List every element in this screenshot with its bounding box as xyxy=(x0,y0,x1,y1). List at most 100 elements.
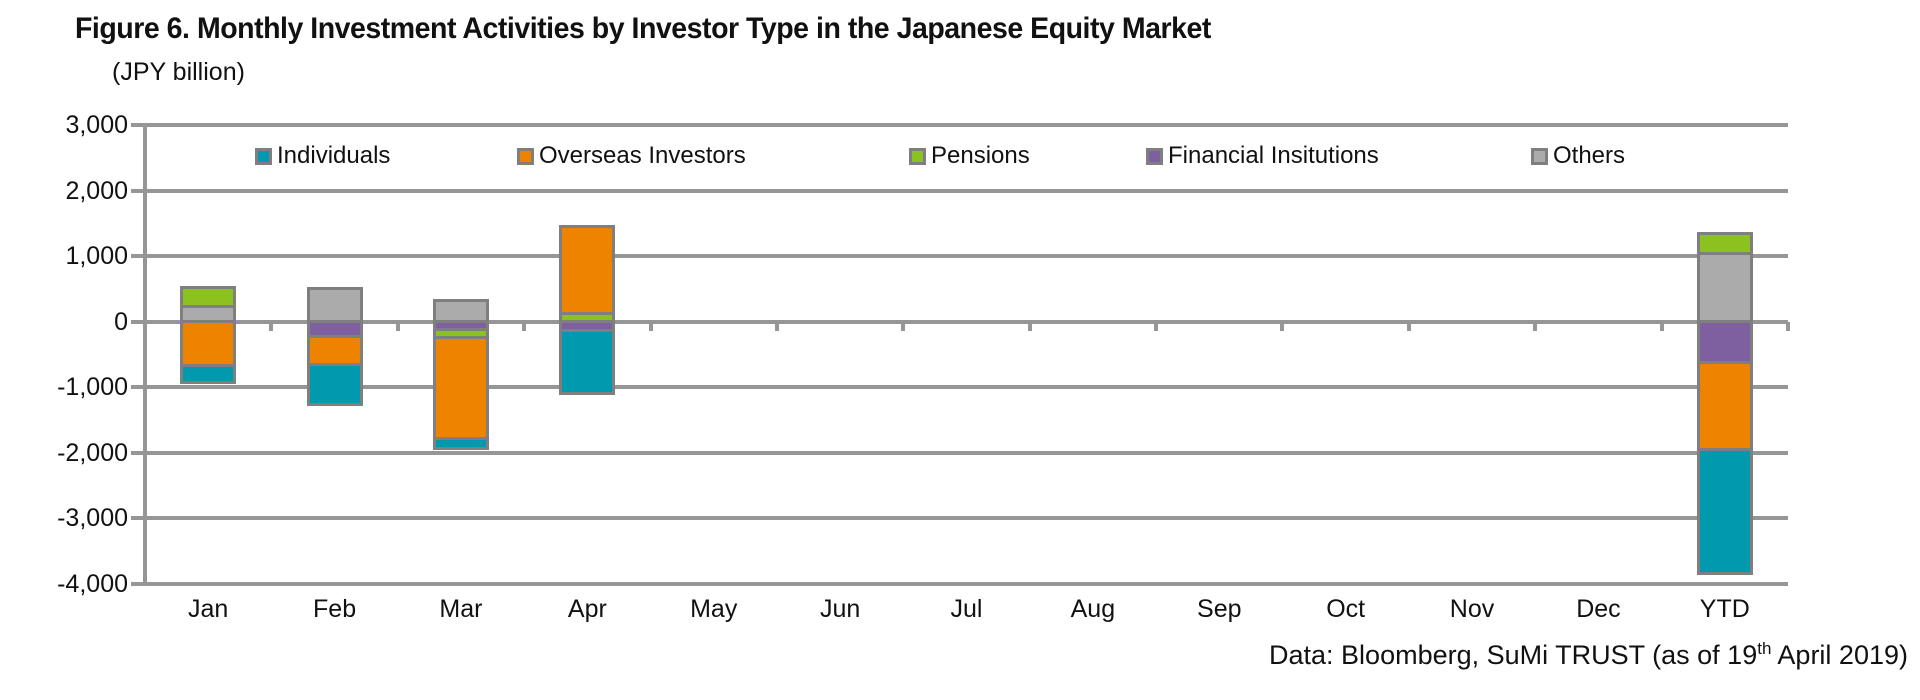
x-tick-label-ytd: YTD xyxy=(1699,595,1750,623)
bar-segment-mar-individuals xyxy=(435,439,486,447)
x-tick-label-nov: Nov xyxy=(1449,595,1495,623)
zero-axis-tick xyxy=(1659,321,1664,331)
source-text-suffix: April 2019) xyxy=(1771,640,1908,670)
gridline-3,000 xyxy=(145,123,1788,127)
zero-axis-tick xyxy=(901,321,906,331)
y-axis-tick xyxy=(131,385,143,390)
bar-segment-feb-overseas-investors xyxy=(309,338,360,364)
gridline--1,000 xyxy=(145,385,1788,390)
x-tick-label-jun: Jun xyxy=(819,595,861,623)
x-tick-label-jan: Jan xyxy=(188,595,229,623)
y-axis-tick xyxy=(131,254,143,259)
legend-swatch-others xyxy=(1531,147,1548,165)
x-tick-label-may: May xyxy=(690,595,738,623)
y-axis-unit-label: (JPY billion) xyxy=(112,58,245,86)
legend-label-overseas-investors: Overseas Investors xyxy=(539,142,746,169)
zero-axis-tick xyxy=(1406,321,1411,331)
x-tick-label-jul: Jul xyxy=(950,595,983,623)
data-source-note: Data: Bloomberg, SuMi TRUST (as of 19th … xyxy=(1269,640,1908,671)
gridline-0 xyxy=(145,319,1788,324)
bar-jan xyxy=(180,286,237,385)
y-axis-tick xyxy=(131,516,143,521)
chart-title: Figure 6. Monthly Investment Activities … xyxy=(75,12,1211,45)
bar-segment-ytd-overseas-investors xyxy=(1699,363,1750,449)
y-tick-label: 0 xyxy=(114,307,128,336)
zero-axis-tick xyxy=(1154,321,1159,331)
legend-label-individuals: Individuals xyxy=(277,142,391,169)
source-text-prefix: Data: Bloomberg, SuMi TRUST (as of 19 xyxy=(1269,640,1758,670)
gridline--4,000 xyxy=(145,582,1788,586)
y-axis-tick xyxy=(131,319,143,324)
zero-axis-tick xyxy=(1027,321,1032,331)
gridline-2,000 xyxy=(145,188,1788,193)
bar-segment-apr-individuals xyxy=(562,332,613,393)
y-axis-tick xyxy=(131,123,143,127)
x-tick-label-mar: Mar xyxy=(439,595,483,623)
y-tick-label: 1,000 xyxy=(65,242,128,271)
legend-item-overseas-investors: Overseas Investors xyxy=(517,144,746,168)
bar-segment-jan-others xyxy=(183,308,234,321)
bar-segment-jan-overseas-investors xyxy=(183,323,234,365)
plot-area: Individuals Overseas Investors Pensions Fin… xyxy=(131,123,1790,586)
legend-label-financial-insitutions: Financial Insitutions xyxy=(1168,142,1379,169)
gridline--3,000 xyxy=(145,516,1788,521)
bar-segment-apr-financial-insitutions xyxy=(562,323,613,330)
bar-segment-feb-financial-insitutions xyxy=(309,323,360,336)
zero-axis-tick xyxy=(522,321,527,331)
y-tick-label: -4,000 xyxy=(57,570,128,598)
legend-label-pensions: Pensions xyxy=(931,142,1030,169)
y-axis-tick xyxy=(131,582,143,586)
zero-axis-tick xyxy=(1786,321,1790,331)
bar-segment-ytd-financial-insitutions xyxy=(1699,323,1750,361)
bar-apr xyxy=(559,225,616,396)
x-tick-label-sep: Sep xyxy=(1197,595,1242,623)
legend-swatch-individuals xyxy=(255,147,272,165)
y-tick-label: 3,000 xyxy=(65,111,128,139)
x-tick-label-aug: Aug xyxy=(1070,595,1116,623)
legend-swatch-financial-insitutions xyxy=(1146,147,1163,165)
zero-axis-tick xyxy=(648,321,653,331)
bar-segment-ytd-pensions xyxy=(1699,235,1750,252)
bar-segment-mar-overseas-investors xyxy=(435,338,486,437)
zero-axis-tick xyxy=(269,321,274,331)
zero-axis-tick xyxy=(1533,321,1538,331)
bar-segment-feb-individuals xyxy=(309,366,360,403)
legend-item-individuals: Individuals xyxy=(255,144,390,168)
legend-label-others: Others xyxy=(1553,142,1626,169)
x-tick-label-oct: Oct xyxy=(1326,595,1366,623)
bar-segment-feb-others xyxy=(309,290,360,321)
legend-item-financial-insitutions: Financial Insitutions xyxy=(1146,144,1379,168)
bar-segment-apr-pensions xyxy=(562,314,613,321)
bar-ytd xyxy=(1696,232,1753,575)
bar-feb xyxy=(306,287,363,406)
x-tick-label-dec: Dec xyxy=(1576,595,1621,623)
y-axis-line xyxy=(143,123,147,586)
legend-swatch-pensions xyxy=(909,147,926,165)
zero-axis-tick xyxy=(395,321,400,331)
source-superscript: th xyxy=(1757,639,1772,658)
legend-item-others: Others xyxy=(1531,144,1625,168)
x-tick-label-feb: Feb xyxy=(313,595,357,623)
bar-segment-jan-individuals xyxy=(183,367,234,382)
zero-axis-tick xyxy=(774,321,779,331)
x-tick-label-apr: Apr xyxy=(567,595,607,623)
zero-axis-tick xyxy=(1280,321,1285,331)
y-axis-tick xyxy=(131,188,143,193)
bar-segment-mar-pensions xyxy=(435,331,486,336)
gridline-1,000 xyxy=(145,254,1788,259)
bar-segment-jan-pensions xyxy=(183,289,234,306)
bar-segment-apr-overseas-investors xyxy=(562,228,613,312)
bar-mar xyxy=(432,299,489,450)
bar-segment-ytd-individuals xyxy=(1699,451,1750,572)
legend-swatch-overseas-investors xyxy=(517,147,534,165)
y-tick-label: -3,000 xyxy=(57,504,128,533)
y-tick-label: -1,000 xyxy=(57,373,128,402)
legend-item-pensions: Pensions xyxy=(909,144,1030,168)
y-tick-label: 2,000 xyxy=(65,176,128,205)
y-tick-label: -2,000 xyxy=(57,438,128,467)
bar-segment-ytd-others xyxy=(1699,255,1750,321)
gridline--2,000 xyxy=(145,450,1788,455)
y-axis-tick xyxy=(131,450,143,455)
bar-segment-mar-financial-insitutions xyxy=(435,323,486,329)
